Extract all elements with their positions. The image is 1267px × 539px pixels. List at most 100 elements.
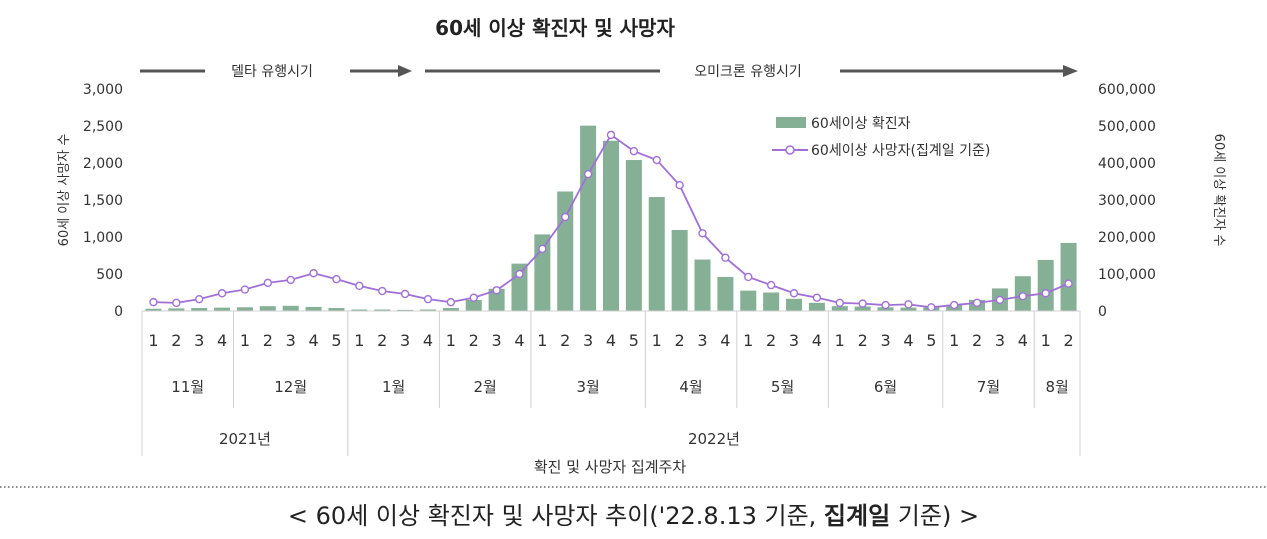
week-tick-label: 3: [789, 331, 799, 350]
deaths-marker: [469, 293, 478, 302]
week-tick-label: 4: [217, 331, 227, 350]
week-tick-label: 2: [858, 331, 868, 350]
deaths-line: [149, 130, 1073, 312]
left-tick-label: 2,500: [83, 119, 123, 135]
confirmed-bar: [740, 290, 757, 311]
confirmed-bar: [763, 292, 780, 311]
week-tick-label: 1: [1041, 331, 1051, 350]
week-tick-label: 4: [308, 331, 318, 350]
caption-suffix: 기준) >: [890, 502, 980, 530]
month-label: 12월: [274, 378, 307, 396]
confirmed-bar: [717, 276, 734, 311]
caption-prefix: < 60세 이상 확진자 및 사망자 추이('22.8.13 기준,: [287, 502, 824, 530]
deaths-marker: [789, 289, 799, 298]
week-tick-label: 3: [400, 331, 410, 350]
legend: 60세이상 확진자 60세이상 사망자(집계일 기준): [772, 116, 990, 159]
delta-phase-label: 델타 유행시기: [231, 64, 313, 80]
confirmed-bar: [374, 309, 391, 311]
confirmed-bar: [168, 308, 185, 311]
delta-arrow-head: [398, 65, 412, 77]
right-tick-label: 600,000: [1098, 82, 1156, 98]
deaths-marker: [355, 281, 364, 291]
week-tick-label: 1: [354, 331, 364, 350]
deaths-marker: [675, 180, 684, 190]
week-tick-label: 3: [880, 331, 890, 350]
omicron-phase-label: 오미크론 유행시기: [694, 64, 802, 80]
deaths-marker: [240, 285, 250, 294]
week-tick-label: 5: [926, 331, 936, 350]
confirmed-bar: [671, 229, 688, 311]
phase-annotations: 델타 유행시기 오미크론 유행시기: [140, 64, 1078, 80]
confirmed-bar: [648, 197, 665, 311]
confirmed-bar: [145, 308, 162, 311]
confirmed-bar: [442, 308, 459, 311]
confirmed-bar: [1060, 242, 1077, 311]
week-tick-label: 3: [194, 331, 204, 350]
week-tick-label: 2: [560, 331, 570, 350]
week-tick-label: 1: [446, 331, 456, 350]
month-label: 8월: [1045, 378, 1068, 396]
left-axis-ticks: 3,000 2,500 2,000 1,500 1,000 500 0: [83, 82, 123, 320]
year-label: 2022년: [688, 430, 740, 448]
month-label: 6월: [874, 378, 897, 396]
deaths-marker: [766, 280, 776, 290]
confirmed-bar: [694, 259, 711, 311]
legend-line-marker: [785, 145, 795, 155]
confirmed-bar: [236, 307, 253, 311]
week-tick-label: 4: [903, 331, 913, 350]
week-tick-label: 1: [148, 331, 158, 350]
legend-bar-label: 60세이상 확진자: [811, 116, 911, 132]
deaths-marker: [149, 297, 158, 307]
deaths-marker: [812, 293, 822, 302]
omicron-arrow-head: [1063, 65, 1078, 77]
year-label: 2021년: [219, 430, 271, 448]
confirmed-bar: [351, 309, 368, 311]
right-tick-label: 200,000: [1098, 230, 1156, 246]
confirmed-bar: [305, 306, 322, 311]
week-tick-label: 2: [171, 331, 181, 350]
deaths-marker: [492, 286, 501, 295]
week-tick-label: 1: [835, 331, 845, 350]
confirmed-bar: [511, 263, 528, 311]
week-tick-label: 2: [1063, 331, 1073, 350]
legend-line-label: 60세이상 사망자(집계일 기준): [811, 143, 990, 159]
month-label: 11월: [171, 378, 204, 396]
confirmed-bar: [854, 306, 871, 311]
week-tick-label: 4: [423, 331, 433, 350]
deaths-marker: [698, 229, 707, 238]
week-tick-label: 4: [1018, 331, 1028, 350]
caption-bold: 집계일: [823, 502, 891, 530]
left-tick-label: 1,000: [83, 230, 123, 246]
month-label: 3월: [576, 378, 599, 396]
left-axis-label: 60세 이상 사망자 수: [57, 134, 72, 247]
week-tick-label: 1: [949, 331, 959, 350]
deaths-marker: [286, 275, 295, 285]
deaths-marker: [400, 289, 410, 299]
left-tick-label: 2,000: [83, 156, 123, 172]
confirmed-bar: [259, 306, 276, 311]
week-tick-label: 1: [240, 331, 250, 350]
deaths-marker: [561, 212, 570, 222]
deaths-marker: [949, 300, 959, 310]
left-tick-label: 0: [114, 304, 123, 320]
confirmed-bar: [191, 308, 208, 311]
confirmed-bar: [328, 308, 345, 311]
confirmed-bar: [900, 307, 917, 311]
deaths-marker: [194, 294, 204, 304]
deaths-marker: [538, 244, 547, 254]
week-tick-label: 3: [286, 331, 296, 350]
week-tick-label: 2: [766, 331, 776, 350]
week-tick-label: 2: [675, 331, 685, 350]
deaths-marker: [652, 155, 661, 165]
deaths-marker: [744, 272, 753, 282]
week-tick-label: 5: [331, 331, 341, 350]
confirmed-bar: [808, 302, 825, 311]
deaths-marker: [629, 146, 639, 156]
deaths-marker: [583, 169, 593, 179]
deaths-marker: [378, 286, 387, 296]
week-tick-label: 1: [537, 331, 547, 350]
confirmed-bar: [625, 160, 642, 311]
deaths-marker: [217, 289, 227, 298]
deaths-marker: [721, 253, 730, 262]
month-label: 2월: [473, 378, 496, 396]
